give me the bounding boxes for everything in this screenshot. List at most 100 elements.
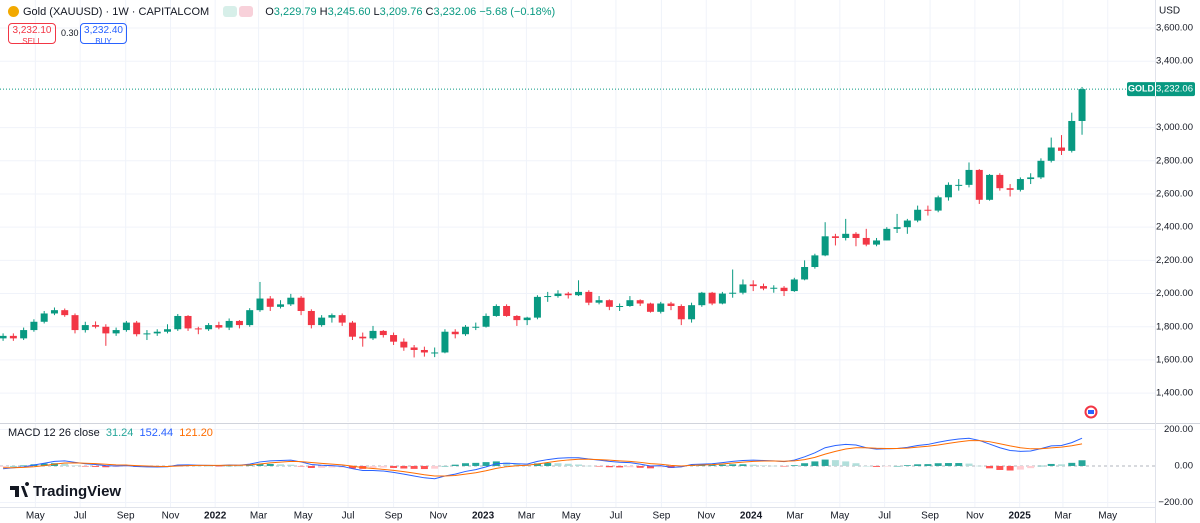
y-tick-label: 1,400.00: [1156, 388, 1193, 399]
histogram-bar: [462, 463, 469, 466]
candle-body: [975, 169, 983, 200]
candle-body: [688, 305, 696, 320]
histogram-bar: [307, 465, 315, 468]
candle-body: [944, 184, 952, 198]
histogram-bar: [759, 465, 767, 466]
symbol[interactable]: Gold (XAUUSD) · 1W · CAPITALCOM: [23, 5, 210, 18]
candle-body: [390, 335, 398, 342]
candle-body: [133, 322, 141, 335]
candle-body: [492, 306, 500, 316]
histogram-bar: [266, 463, 274, 466]
candle-body: [965, 169, 973, 185]
macd-value: 152.44: [139, 427, 174, 439]
histogram-bar: [636, 465, 644, 468]
histogram-bar: [585, 465, 593, 467]
histogram-bar: [81, 465, 89, 467]
candle-body: [472, 326, 480, 328]
buy-button[interactable]: 3,232.40 BUY: [80, 23, 127, 46]
histogram-bar: [9, 465, 17, 467]
sell-button[interactable]: 3,232.10 SELL: [8, 23, 56, 46]
x-tick-label: Mar: [786, 511, 804, 522]
histogram-bar: [122, 465, 130, 467]
histogram-bar: [112, 465, 120, 468]
candle-body: [112, 330, 120, 334]
histogram-bar: [790, 465, 798, 466]
candle-body: [729, 292, 737, 294]
candle-body: [359, 336, 367, 339]
candle-body: [914, 209, 922, 221]
candle-body: [924, 209, 932, 211]
histogram-bar: [924, 464, 932, 466]
histogram-bar: [1078, 460, 1086, 466]
histogram-bar: [400, 465, 408, 469]
histogram-bar: [318, 465, 326, 468]
x-tick-label: 2023: [472, 511, 495, 522]
sell-price: 3,232.10: [12, 25, 52, 36]
histogram-bar: [873, 465, 881, 467]
candle-body: [677, 306, 685, 320]
legend: Gold (XAUUSD) · 1W · CAPITALCOM O 3,229.7…: [8, 4, 555, 19]
y-tick-label: 2,400.00: [1156, 222, 1193, 233]
candle-body: [883, 228, 891, 241]
candle-body: [20, 330, 28, 339]
candle-body: [122, 322, 130, 331]
histogram-bar: [420, 465, 428, 470]
x-tick-label: Nov: [429, 511, 447, 522]
histogram-bar: [369, 465, 377, 468]
candle-body: [903, 220, 911, 228]
candle-body: [256, 298, 264, 311]
histogram-bar: [215, 465, 223, 467]
candle-body: [143, 333, 151, 335]
candle-body: [955, 184, 963, 186]
candle-body: [605, 300, 613, 307]
histogram-bar: [934, 463, 942, 466]
candle-body: [811, 255, 819, 268]
x-tick-label: Mar: [518, 511, 536, 522]
candle-body: [585, 291, 593, 303]
candle-body: [749, 284, 757, 287]
ohlc-letter: L: [373, 5, 380, 18]
histogram-bar: [708, 465, 716, 466]
candle-body: [801, 267, 809, 280]
event-icon: [1084, 405, 1098, 419]
histogram-bar: [441, 465, 449, 467]
candle-body: [328, 315, 336, 318]
histogram-bar: [626, 465, 634, 468]
x-tick-label: Jul: [74, 511, 87, 522]
candle-body: [431, 352, 439, 354]
last-price-tag: [1127, 82, 1195, 97]
candle-body: [174, 315, 182, 330]
status-badge[interactable]: [223, 6, 238, 17]
histogram-bar: [739, 464, 747, 466]
candle-body: [482, 315, 490, 327]
candle-body: [759, 286, 767, 289]
candle-body: [831, 236, 839, 238]
histogram-bar: [831, 460, 839, 466]
candle-body: [451, 331, 459, 335]
candle-body: [81, 325, 89, 331]
candle-body: [348, 322, 356, 337]
histogram-bar: [297, 465, 305, 467]
candle-body: [1068, 120, 1076, 151]
x-tick-label: Jul: [342, 511, 355, 522]
candle-body: [739, 284, 747, 293]
histogram-bar: [379, 465, 387, 468]
candle-body: [338, 315, 346, 323]
candle-body: [441, 331, 449, 353]
candle-body: [287, 297, 295, 305]
x-tick-label: Nov: [697, 511, 715, 522]
ohlc-value: 3,229.79: [273, 5, 317, 18]
macd-value: 121.20: [179, 427, 213, 439]
candle-body: [513, 315, 521, 321]
candle-body: [1047, 147, 1055, 161]
candle-body: [318, 317, 326, 326]
menu-badge[interactable]: [239, 6, 254, 17]
candle-body: [379, 330, 387, 336]
histogram-bar: [287, 464, 295, 466]
candle-body: [533, 296, 541, 318]
candle-body: [873, 240, 881, 245]
histogram-bar: [482, 462, 490, 466]
x-tick-label: Sep: [653, 511, 671, 522]
candle-body: [102, 326, 110, 334]
histogram-bar: [852, 463, 860, 466]
